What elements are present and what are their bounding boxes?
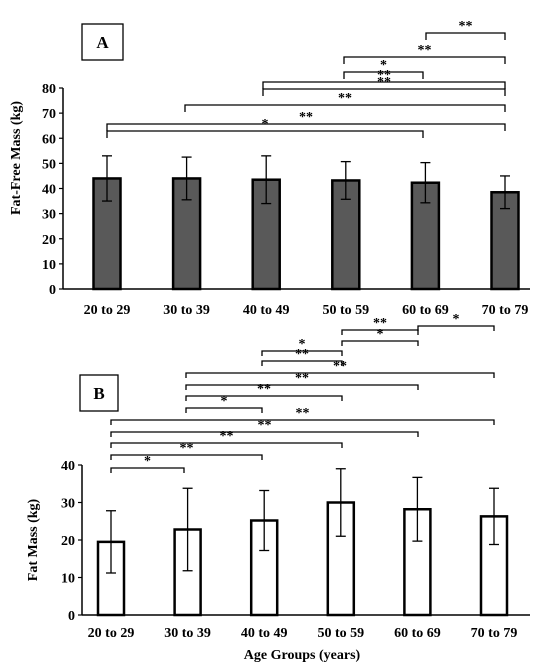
significance-label: * [377,327,384,342]
significance-label: ** [295,371,309,386]
y-tick-label: 40 [42,183,56,198]
y-tick-label: 80 [42,82,56,97]
significance-label: ** [418,43,432,58]
panel-label-box [81,23,124,61]
panel-label: B [93,384,104,403]
y-axis-label: Fat Mass (kg) [26,498,41,581]
panel-label-box [79,374,119,412]
significance-label: ** [296,406,310,421]
significance-bracket [261,350,343,356]
significance-label: ** [258,418,272,433]
y-tick-label: 10 [61,572,75,587]
significance-label: * [380,58,387,73]
panel-label: A [96,33,109,52]
significance-bracket [185,407,263,413]
x-tick-label: 20 to 29 [84,303,131,318]
significance-bracket [110,442,343,448]
y-tick-label: 0 [68,609,75,624]
significance-bracket [184,104,506,112]
significance-label: ** [338,91,352,106]
x-tick-label: 60 to 69 [394,626,441,641]
significance-label: * [453,312,460,327]
bar [490,191,520,291]
significance-label: ** [459,19,473,34]
significance-bracket [185,384,419,390]
significance-bracket [110,431,419,437]
x-tick-label: 50 to 59 [317,626,364,641]
significance-bracket [185,372,495,378]
y-tick-label: 20 [42,233,56,248]
significance-label: * [299,337,306,352]
y-tick-label: 70 [42,107,56,122]
significance-label: ** [180,441,194,456]
y-tick-label: 30 [61,497,75,512]
significance-bracket [262,88,506,96]
y-tick-label: 60 [42,132,56,147]
x-axis-label: Age Groups (years) [244,648,361,663]
y-axis-label: Fat-Free Mass (kg) [9,101,24,215]
significance-bracket [417,325,495,331]
y-tick-label: 10 [42,258,56,273]
panel-a: A 0 10 20 30 40 50 60 70 80 Fat-Free Mass (kg) 20 t… [9,19,530,318]
significance-bracket [343,71,424,79]
x-tick-label: 40 to 49 [241,626,288,641]
y-tick-label: 20 [61,534,75,549]
x-tick-label: 30 to 39 [163,303,210,318]
x-tick-label: 60 to 69 [402,303,449,318]
x-tick-label: 40 to 49 [243,303,290,318]
significance-bracket [262,81,506,89]
significance-label: ** [333,359,347,374]
x-tick-label: 70 to 79 [471,626,518,641]
y-tick-label: 50 [42,157,56,172]
x-tick-label: 30 to 39 [164,626,211,641]
significance-label: ** [299,110,313,125]
significance-bracket [110,454,263,460]
significance-bracket [106,130,424,138]
significance-bracket [110,419,495,425]
significance-label: ** [373,316,387,331]
y-tick-label: 40 [61,459,75,474]
significance-bracket [110,467,185,473]
significance-label: ** [220,429,234,444]
x-tick-label: 70 to 79 [482,303,529,318]
bar [171,177,202,291]
y-tick-label: 0 [49,283,56,298]
significance-bracket [341,340,419,346]
x-tick-label: 50 to 59 [322,303,369,318]
significance-bracket [343,56,506,64]
significance-bracket [106,123,506,131]
significance-bracket [425,32,506,40]
significance-label: * [144,454,151,469]
x-tick-label: 20 to 29 [88,626,135,641]
significance-bracket [341,329,419,335]
y-tick-label: 30 [42,208,56,223]
significance-label: * [221,394,228,409]
significance-bracket [261,360,343,366]
significance-label: ** [257,382,271,397]
significance-bracket [185,395,343,401]
panel-b: B 0 10 20 30 40 Fat Mass (kg) 20 to 29 30 to 39 4… [26,312,530,663]
